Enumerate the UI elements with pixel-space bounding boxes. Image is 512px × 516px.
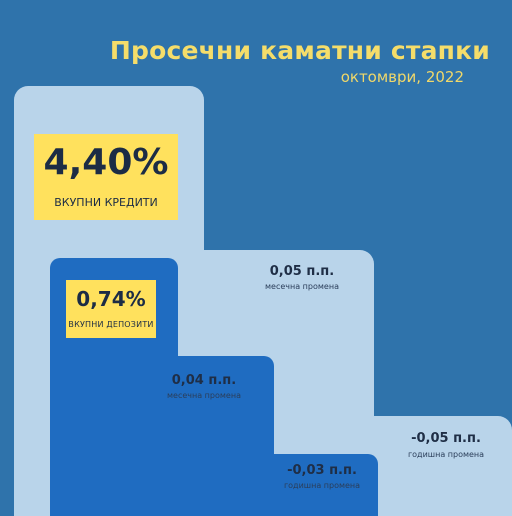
deposits-annual-change-label: годишна промена (283, 481, 361, 490)
credits-rate: 4,40% (43, 142, 169, 183)
deposits-step-middle (160, 356, 274, 516)
page-title: Просечни каматни стапки (109, 36, 490, 65)
deposits-step-bottom (256, 454, 378, 516)
page-subtitle: октомври, 2022 (340, 68, 464, 86)
credits-annual-change-label: годишна промена (407, 450, 485, 459)
deposits-annual-change: -0,03 п.п. (287, 463, 357, 478)
deposits-highlight-box (66, 280, 156, 338)
credits-annual-change: -0,05 п.п. (411, 431, 481, 446)
credits-monthly-change: 0,05 п.п. (269, 264, 335, 279)
credits-highlight-box (34, 134, 178, 220)
deposits-monthly-change-label: месечна промена (167, 391, 241, 400)
deposits-monthly-change: 0,04 п.п. (171, 373, 237, 388)
deposits-label: вкупни депозити (68, 320, 154, 329)
credits-label: вкупни кредити (54, 196, 158, 209)
credits-monthly-change-label: месечна промена (265, 282, 339, 291)
deposits-rate: 0,74% (76, 287, 146, 311)
